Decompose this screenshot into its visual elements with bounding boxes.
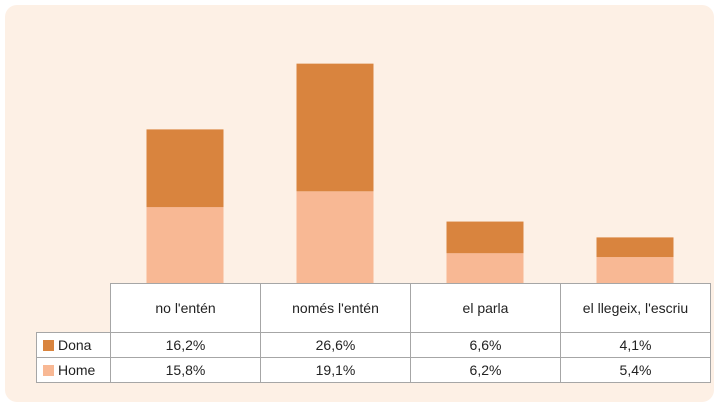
value-cell-text: 4,1%: [619, 337, 652, 353]
legend-cell: Home: [36, 357, 111, 383]
legend-swatch: [43, 339, 54, 351]
header-cell: només l'entén: [260, 283, 411, 333]
value-cell: 5,4%: [560, 357, 711, 383]
bar: [296, 63, 374, 192]
value-cell-text: 5,4%: [619, 362, 652, 378]
header-cell-text: el llegeix, l'escriu: [582, 300, 689, 316]
header-cell: el parla: [410, 283, 561, 333]
value-cell-text: 16,2%: [165, 337, 206, 353]
bar: [146, 207, 224, 283]
header-cell: el llegeix, l'escriu: [560, 283, 711, 333]
value-cell: 6,6%: [410, 332, 561, 358]
bar: [596, 257, 674, 283]
header-cell-text: només l'entén: [292, 300, 379, 316]
legend-cell: Dona: [36, 332, 111, 358]
header-cell: no l'entén: [110, 283, 261, 333]
bar: [446, 253, 524, 283]
value-cell: 4,1%: [560, 332, 711, 358]
value-cell: 15,8%: [110, 357, 261, 383]
header-cell-text: el parla: [462, 300, 509, 316]
value-cell-text: 26,6%: [315, 337, 356, 353]
value-cell-text: 19,1%: [315, 362, 356, 378]
bar: [296, 191, 374, 283]
bar: [146, 129, 224, 208]
header-cell-text: no l'entén: [155, 300, 216, 316]
legend-label: Home: [58, 362, 96, 378]
bar: [446, 221, 524, 254]
value-cell: 16,2%: [110, 332, 261, 358]
legend-swatch: [43, 364, 54, 376]
bar: [596, 237, 674, 258]
value-cell-text: 15,8%: [165, 362, 206, 378]
value-cell: 6,2%: [410, 357, 561, 383]
value-cell-text: 6,6%: [469, 337, 502, 353]
value-cell: 26,6%: [260, 332, 411, 358]
legend-label: Dona: [58, 337, 92, 353]
value-cell: 19,1%: [260, 357, 411, 383]
value-cell-text: 6,2%: [469, 362, 502, 378]
